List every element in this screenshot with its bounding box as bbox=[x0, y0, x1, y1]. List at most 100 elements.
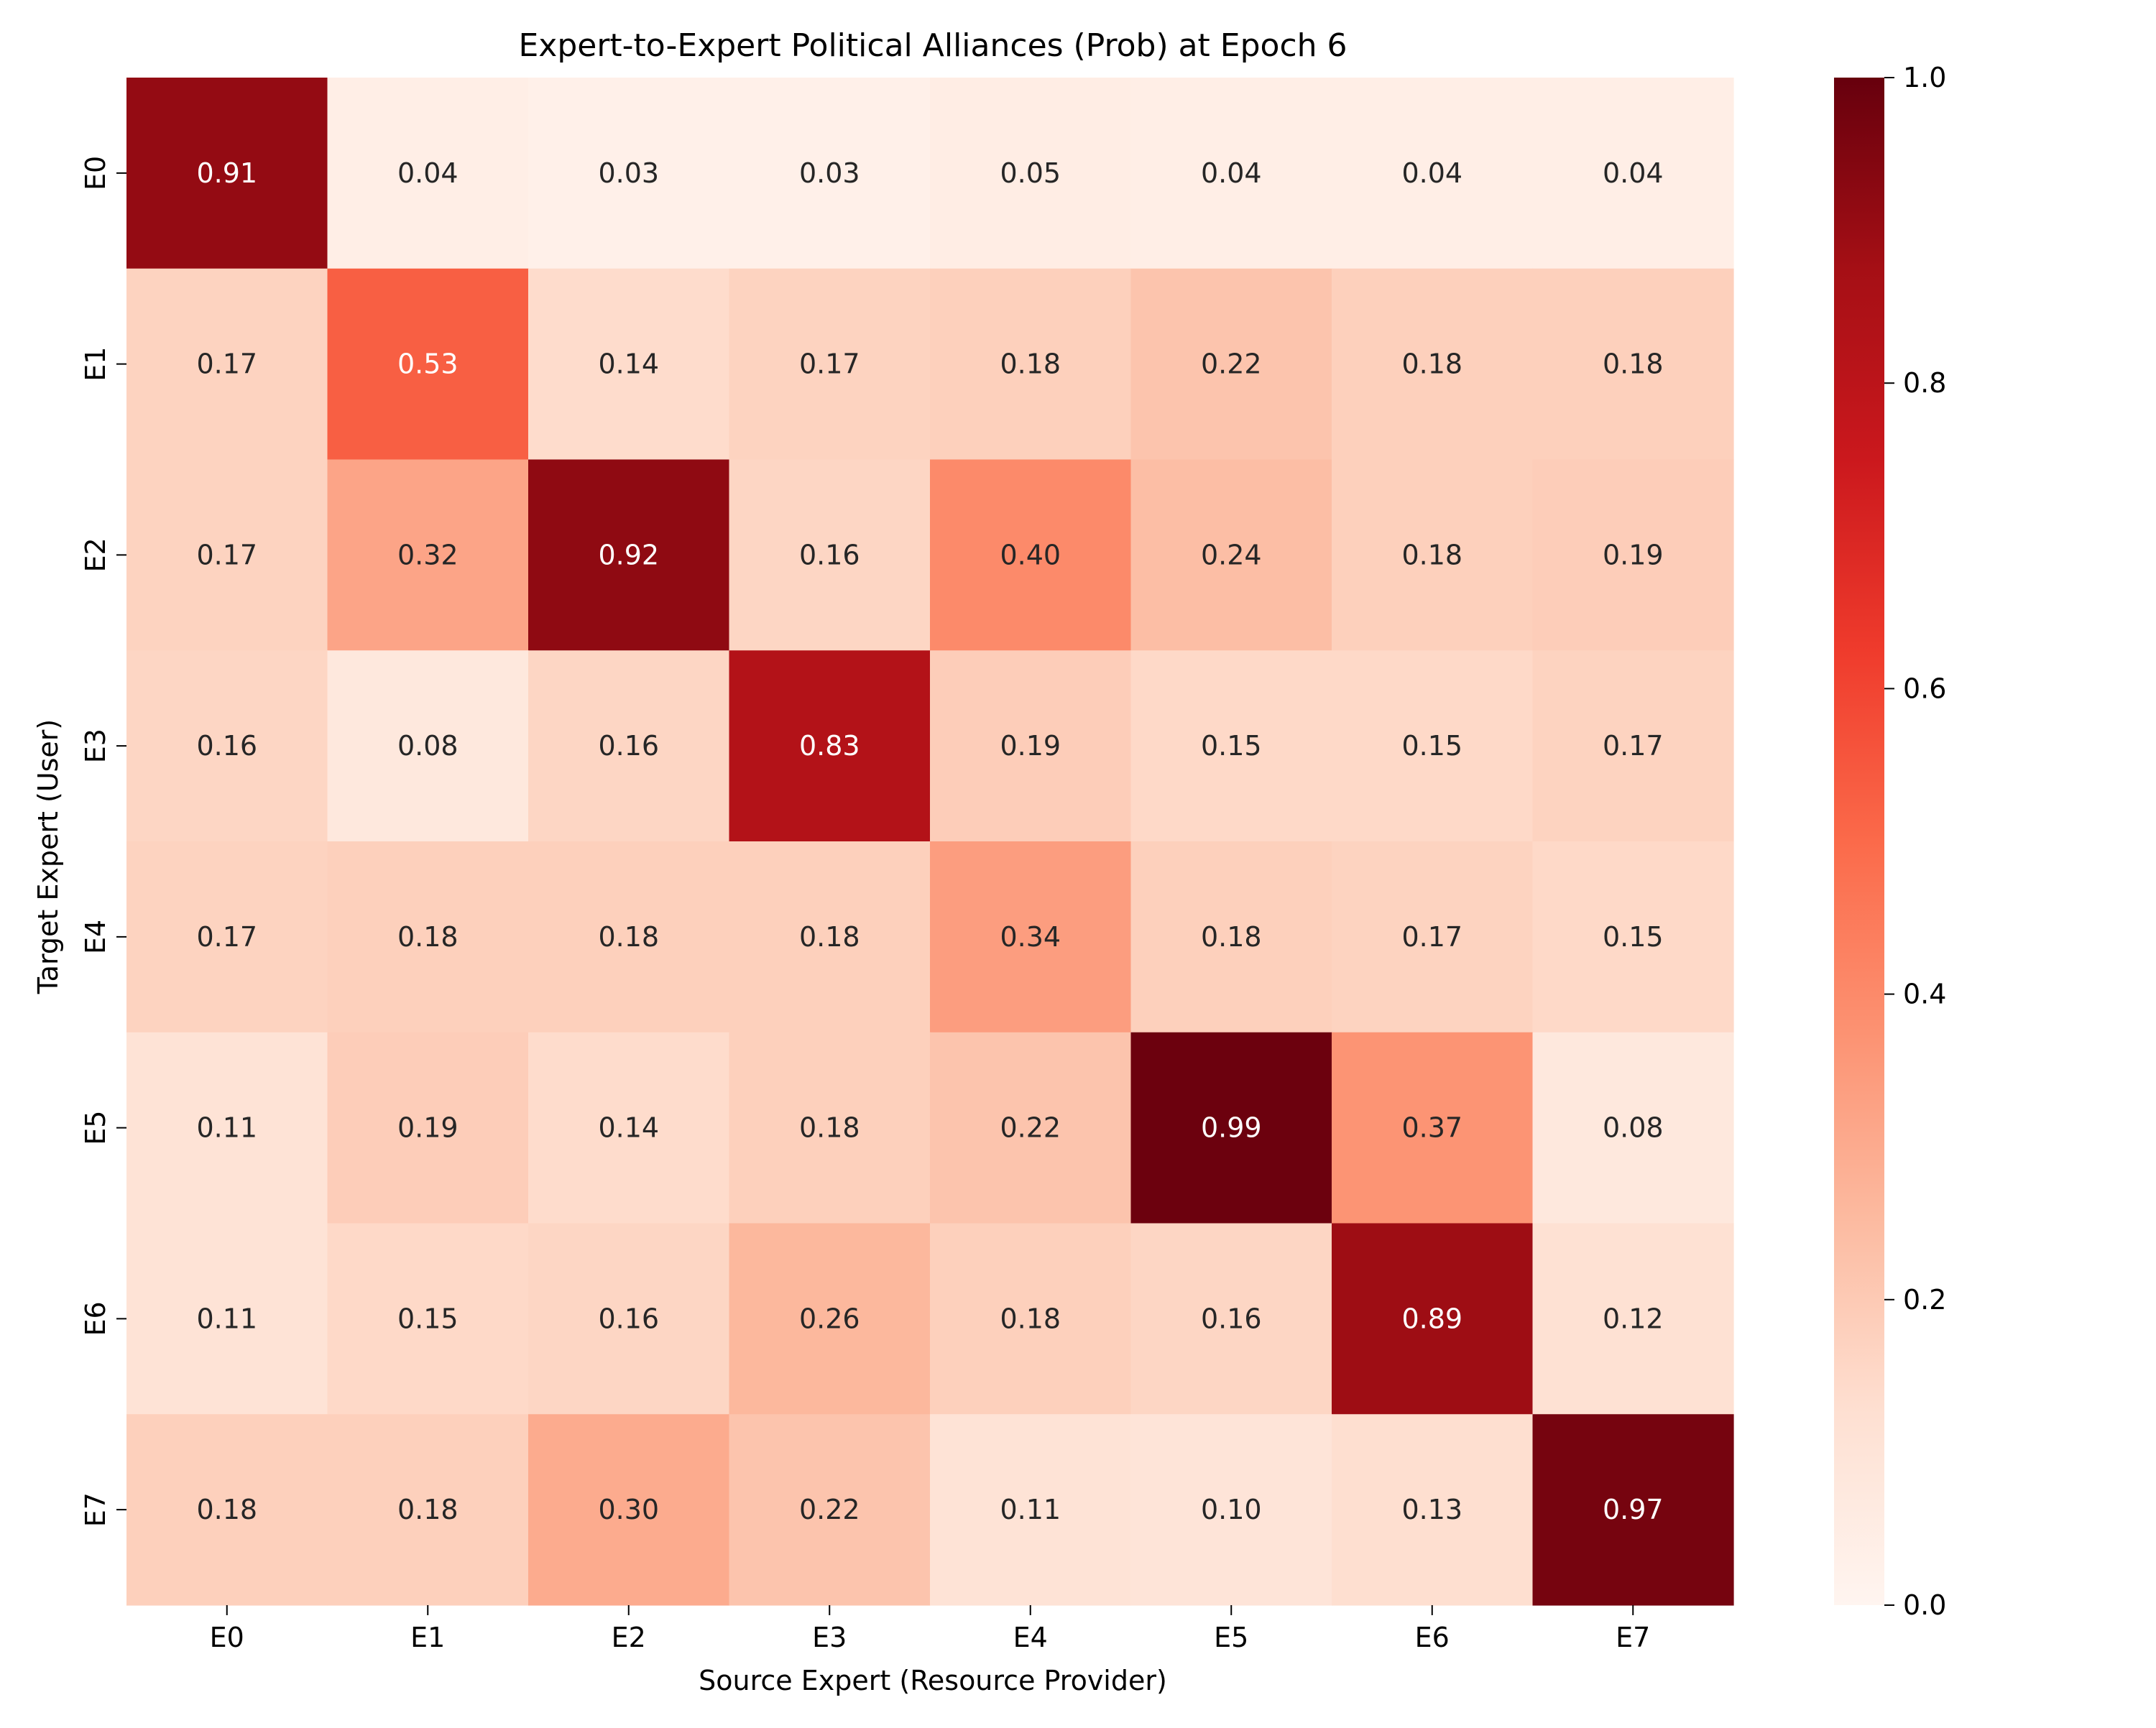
heatmap-cell-E3-E7 bbox=[1532, 650, 1734, 842]
heatmap-cell-E5-E2 bbox=[528, 1032, 730, 1224]
heatmap-cell-E1-E2 bbox=[528, 268, 730, 461]
heatmap-cell-E7-E5 bbox=[1130, 1414, 1332, 1606]
heatmap-cell-E4-E3 bbox=[729, 841, 931, 1033]
cell-value-label: 0.18 bbox=[196, 1494, 257, 1525]
y-tick-label: E0 bbox=[80, 156, 111, 190]
cell-value-label: 0.92 bbox=[598, 539, 659, 570]
heatmap-cell-E6-E3 bbox=[729, 1223, 931, 1415]
cell-value-label: 0.08 bbox=[1603, 1112, 1664, 1144]
colorbar bbox=[1834, 78, 1884, 1605]
heatmap-cell-E6-E0 bbox=[126, 1223, 328, 1415]
cell-value-label: 0.17 bbox=[196, 348, 257, 380]
heatmap-cell-E2-E3 bbox=[729, 459, 931, 651]
cell-value-label: 0.53 bbox=[397, 348, 459, 380]
cell-value-label: 0.13 bbox=[1401, 1494, 1462, 1525]
heatmap-cell-E6-E1 bbox=[327, 1223, 529, 1415]
heatmap-cell-E0-E2 bbox=[528, 78, 730, 269]
cell-value-label: 0.26 bbox=[799, 1303, 860, 1334]
heatmap-cell-E1-E3 bbox=[729, 268, 931, 461]
heatmap-cell-E5-E6 bbox=[1332, 1032, 1534, 1224]
cell-value-label: 0.83 bbox=[799, 730, 860, 762]
heatmap-cell-E5-E1 bbox=[327, 1032, 529, 1224]
heatmap-cell-E7-E1 bbox=[327, 1414, 529, 1606]
x-tick-label: E5 bbox=[1214, 1622, 1248, 1653]
cell-value-label: 0.18 bbox=[397, 1494, 459, 1525]
cell-value-label: 0.11 bbox=[1000, 1494, 1061, 1525]
cell-value-label: 0.14 bbox=[598, 348, 659, 380]
cell-value-label: 0.89 bbox=[1401, 1303, 1462, 1334]
heatmap-cell-E6-E5 bbox=[1130, 1223, 1332, 1415]
heatmap-cell-E4-E5 bbox=[1130, 841, 1332, 1033]
cell-value-label: 0.19 bbox=[397, 1112, 459, 1144]
heatmap-cell-E0-E0 bbox=[126, 78, 328, 269]
cell-value-label: 0.18 bbox=[799, 1112, 860, 1144]
cell-value-label: 0.17 bbox=[799, 348, 860, 380]
cell-value-label: 0.91 bbox=[196, 157, 257, 189]
heatmap-cell-E0-E6 bbox=[1332, 78, 1534, 269]
heatmap-cell-E2-E6 bbox=[1332, 459, 1534, 651]
y-tick-label: E7 bbox=[80, 1492, 111, 1527]
cell-value-label: 0.19 bbox=[1603, 539, 1664, 570]
cell-value-label: 0.16 bbox=[799, 539, 860, 570]
cell-value-label: 0.15 bbox=[1201, 730, 1262, 762]
heatmap-cell-E1-E6 bbox=[1332, 268, 1534, 461]
heatmap-cell-E4-E6 bbox=[1332, 841, 1534, 1033]
heatmap-cell-E7-E3 bbox=[729, 1414, 931, 1606]
cell-value-label: 0.04 bbox=[397, 157, 459, 189]
heatmap-cell-E1-E0 bbox=[126, 268, 328, 461]
heatmap-cell-E2-E1 bbox=[327, 459, 529, 651]
cell-value-label: 0.04 bbox=[1401, 157, 1462, 189]
heatmap-cell-E4-E7 bbox=[1532, 841, 1734, 1033]
heatmap-cell-E7-E7 bbox=[1532, 1414, 1734, 1606]
cell-value-label: 0.40 bbox=[1000, 539, 1061, 570]
x-tick-label: E2 bbox=[612, 1622, 646, 1653]
cell-value-label: 0.04 bbox=[1603, 157, 1664, 189]
heatmap-cell-E1-E7 bbox=[1532, 268, 1734, 461]
heatmap-cell-E0-E7 bbox=[1532, 78, 1734, 269]
cell-value-label: 0.22 bbox=[1201, 348, 1262, 380]
x-tick-label: E1 bbox=[410, 1622, 445, 1653]
y-axis-label: Target Expert (User) bbox=[32, 719, 64, 995]
heatmap-cell-E1-E1 bbox=[327, 268, 529, 461]
heatmap-cell-E7-E6 bbox=[1332, 1414, 1534, 1606]
cell-value-label: 0.17 bbox=[196, 921, 257, 953]
heatmap-cell-E3-E1 bbox=[327, 650, 529, 842]
colorbar-tick-label: 0.8 bbox=[1903, 367, 1946, 399]
cell-value-label: 0.18 bbox=[397, 921, 459, 953]
cell-value-label: 0.10 bbox=[1201, 1494, 1262, 1525]
heatmap-cell-E2-E2 bbox=[528, 459, 730, 651]
cell-value-label: 0.14 bbox=[598, 1112, 659, 1144]
cell-value-label: 0.17 bbox=[1603, 730, 1664, 762]
cell-value-label: 0.18 bbox=[1401, 539, 1462, 570]
heatmap-cell-E5-E0 bbox=[126, 1032, 328, 1224]
colorbar-tick-label: 0.4 bbox=[1903, 979, 1946, 1010]
heatmap-cell-E6-E7 bbox=[1532, 1223, 1734, 1415]
cell-value-label: 0.18 bbox=[1401, 348, 1462, 380]
heatmap-cell-E5-E3 bbox=[729, 1032, 931, 1224]
cell-value-label: 0.11 bbox=[196, 1303, 257, 1334]
heatmap-cell-E3-E3 bbox=[729, 650, 931, 842]
colorbar-ticks: 0.0 0.2 0.4 0.6 0.8 1.0 bbox=[1884, 62, 1946, 1621]
x-tick-label: E7 bbox=[1616, 1622, 1650, 1653]
cell-value-label: 0.03 bbox=[598, 157, 659, 189]
heatmap-cell-E7-E4 bbox=[930, 1414, 1132, 1606]
cell-value-label: 0.18 bbox=[1603, 348, 1664, 380]
cell-value-label: 0.22 bbox=[799, 1494, 860, 1525]
cell-value-label: 0.16 bbox=[1201, 1303, 1262, 1334]
x-tick-label: E4 bbox=[1013, 1622, 1048, 1653]
heatmap-cell-E3-E2 bbox=[528, 650, 730, 842]
heatmap-cell-E1-E5 bbox=[1130, 268, 1332, 461]
heatmap-cell-E3-E5 bbox=[1130, 650, 1332, 842]
heatmap-cell-E7-E0 bbox=[126, 1414, 328, 1606]
y-tick-label: E1 bbox=[80, 347, 111, 382]
cell-value-label: 0.12 bbox=[1603, 1303, 1664, 1334]
heatmap-cell-E0-E3 bbox=[729, 78, 931, 269]
y-tick-label: E3 bbox=[80, 729, 111, 763]
cell-value-label: 0.15 bbox=[397, 1303, 459, 1334]
heatmap-cell-E6-E2 bbox=[528, 1223, 730, 1415]
y-tick-label: E6 bbox=[80, 1301, 111, 1336]
cell-value-label: 0.18 bbox=[799, 921, 860, 953]
colorbar-tick-label: 0.6 bbox=[1903, 673, 1946, 704]
heatmap-cell-E6-E6 bbox=[1332, 1223, 1534, 1415]
